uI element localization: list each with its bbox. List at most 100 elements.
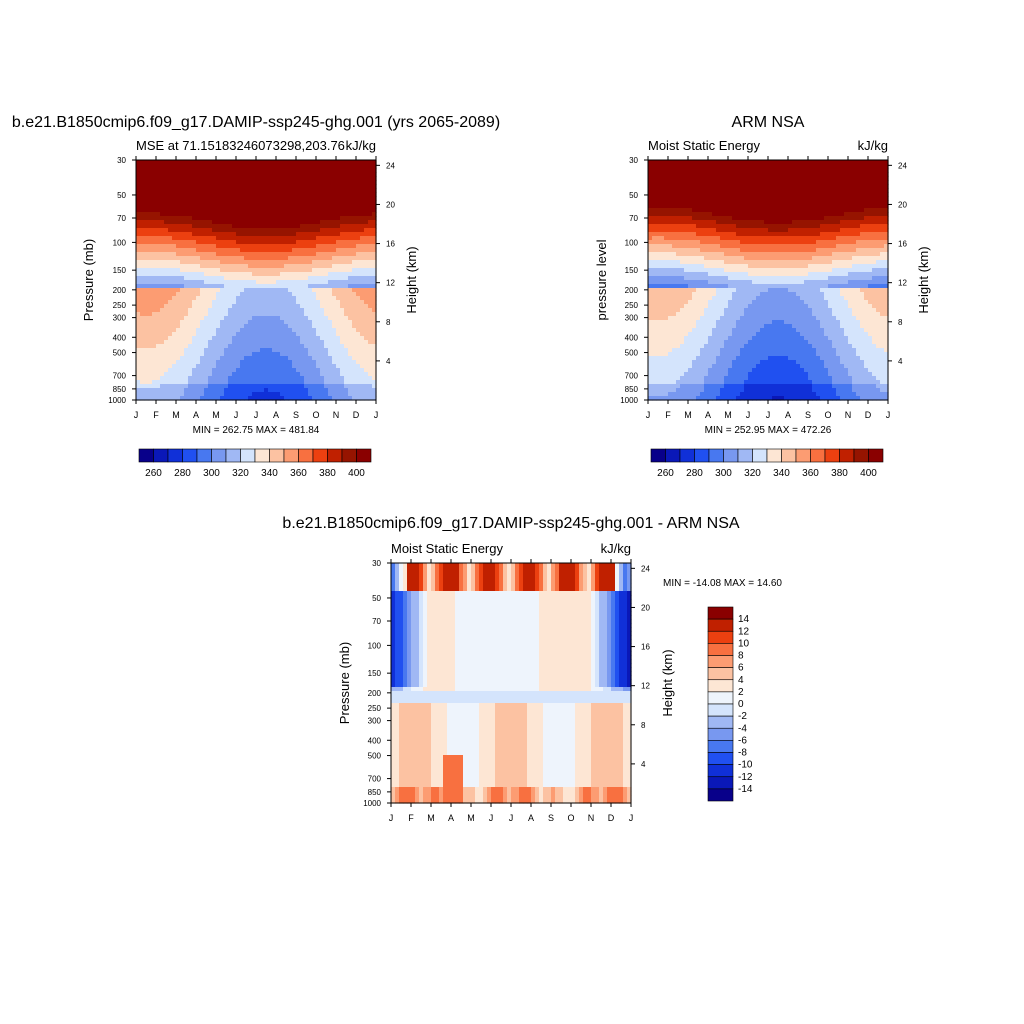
contour-cell <box>136 196 141 201</box>
contour-cell <box>324 164 329 169</box>
contour-cell <box>752 208 757 213</box>
contour-cell <box>280 296 285 301</box>
contour-cell <box>304 208 309 213</box>
contour-cell <box>864 172 869 177</box>
contour-cell <box>220 220 225 225</box>
contour-cell <box>308 172 313 177</box>
contour-cell <box>724 176 729 181</box>
contour-cell <box>332 288 337 293</box>
contour-cell <box>684 196 689 201</box>
contour-cell <box>144 288 149 293</box>
contour-cell <box>848 228 853 233</box>
contour-cell <box>196 344 201 349</box>
contour-cell <box>692 172 697 177</box>
contour-cell <box>148 252 153 257</box>
contour-cell <box>324 288 329 293</box>
contour-cell <box>172 220 177 225</box>
contour-cell <box>176 204 181 209</box>
contour-cell <box>756 176 761 181</box>
contour-cell <box>260 336 265 341</box>
contour-cell <box>320 360 325 365</box>
contour-cell <box>172 328 177 333</box>
contour-cell <box>180 380 185 385</box>
contour-cell <box>176 224 181 229</box>
contour-cell <box>140 172 145 177</box>
contour-cell <box>364 292 369 297</box>
contour-cell <box>352 276 357 281</box>
contour-cell <box>768 220 773 225</box>
contour-cell <box>252 232 257 237</box>
contour-cell <box>188 316 193 321</box>
contour-cell <box>180 300 185 305</box>
contour-cell <box>308 208 313 213</box>
contour-cell <box>200 252 205 257</box>
contour-cell <box>184 296 189 301</box>
contour-cell <box>296 376 301 381</box>
contour-cell <box>272 184 277 189</box>
contour-cell <box>228 292 233 297</box>
contour-cell <box>240 272 245 277</box>
contour-cell <box>160 164 165 169</box>
contour-cell <box>220 248 225 253</box>
contour-cell <box>144 272 149 277</box>
contour-cell <box>160 244 165 249</box>
contour-cell <box>192 352 197 357</box>
contour-cell <box>348 228 353 233</box>
contour-cell <box>272 384 277 389</box>
contour-cell <box>184 168 189 173</box>
contour-cell <box>708 236 713 241</box>
contour-cell <box>300 380 305 385</box>
contour-cell <box>256 380 261 385</box>
contour-cell <box>264 240 269 245</box>
contour-cell <box>192 340 197 345</box>
contour-cell <box>680 208 685 213</box>
contour-cell <box>348 304 353 309</box>
contour-cell <box>868 164 873 169</box>
contour-cell <box>148 176 153 181</box>
contour-cell <box>300 284 305 289</box>
contour-cell <box>860 188 865 193</box>
contour-cell <box>200 296 205 301</box>
contour-cell <box>364 232 369 237</box>
contour-cell <box>252 376 257 381</box>
contour-cell <box>140 212 145 217</box>
contour-cell <box>876 200 881 205</box>
contour-cell <box>168 228 173 233</box>
contour-cell <box>220 204 225 209</box>
contour-cell <box>288 212 293 217</box>
contour-cell <box>228 232 233 237</box>
contour-cell <box>284 360 289 365</box>
contour-cell <box>332 176 337 181</box>
contour-cell <box>324 236 329 241</box>
contour-cell <box>260 312 265 317</box>
contour-cell <box>820 184 825 189</box>
contour-cell <box>172 372 177 377</box>
contour-cell <box>348 204 353 209</box>
contour-cell <box>788 200 793 205</box>
contour-cell <box>148 372 153 377</box>
contour-cell <box>360 208 365 213</box>
contour-cell <box>256 276 261 281</box>
contour-cell <box>772 196 777 201</box>
contour-cell <box>236 308 241 313</box>
contour-cell <box>800 216 805 221</box>
contour-cell <box>876 220 881 225</box>
contour-cell <box>280 220 285 225</box>
contour-cell <box>308 244 313 249</box>
contour-cell <box>336 248 341 253</box>
contour-cell <box>220 176 225 181</box>
contour-cell <box>668 232 673 237</box>
contour-cell <box>816 212 821 217</box>
contour-cell <box>288 296 293 301</box>
contour-cell <box>872 220 877 225</box>
contour-cell <box>772 168 777 173</box>
contour-cell <box>268 284 273 289</box>
contour-cell <box>192 356 197 361</box>
contour-cell <box>148 312 153 317</box>
contour-cell <box>156 216 161 221</box>
contour-cell <box>368 336 373 341</box>
contour-cell <box>704 196 709 201</box>
contour-cell <box>308 256 313 261</box>
contour-cell <box>668 212 673 217</box>
contour-cell <box>348 388 353 393</box>
